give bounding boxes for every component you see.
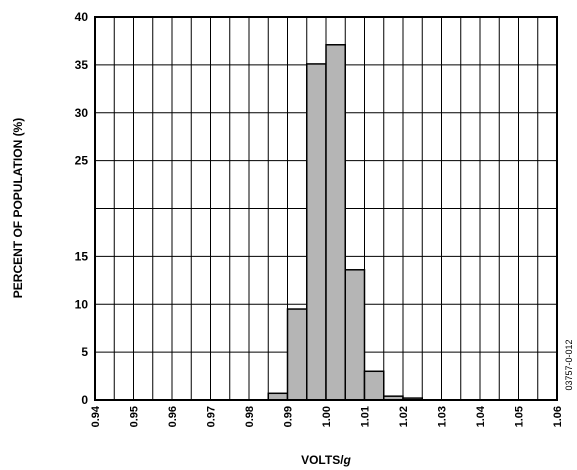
histogram-bar — [306, 63, 327, 401]
x-tick-label: 1.02 — [398, 406, 410, 427]
x-axis-title-main: VOLTS/ — [301, 453, 344, 467]
y-tick-label: 0 — [81, 393, 88, 407]
x-tick-label: 1.04 — [475, 405, 487, 427]
y-tick-labels: 0 5 10 15 25 30 35 40 — [75, 10, 89, 407]
histogram-bar — [363, 370, 385, 401]
y-tick-label: 30 — [75, 106, 89, 120]
x-tick-label: 0.97 — [206, 406, 218, 427]
y-axis-title: PERCENT OF POPULATION (%) — [11, 118, 25, 298]
x-axis-title: VOLTS/g — [301, 453, 351, 467]
y-tick-label: 5 — [81, 345, 88, 359]
x-tick-labels: 0.94 0.95 0.96 0.97 0.98 0.99 1.00 1.01 1.02 1.03… — [90, 405, 564, 427]
x-tick-label: 0.95 — [129, 406, 141, 427]
x-axis-title-italic: g — [343, 453, 352, 467]
x-tick-label: 1.01 — [360, 406, 372, 427]
x-tick-label: 0.96 — [167, 406, 179, 427]
plot-frame — [94, 16, 558, 401]
x-tick-label: 1.05 — [514, 406, 526, 427]
x-tick-label: 0.94 — [90, 405, 102, 427]
x-tick-label: 1.00 — [321, 406, 333, 427]
histogram-bar — [286, 308, 308, 401]
x-tick-label: 1.03 — [437, 406, 449, 427]
histogram-bar — [325, 44, 346, 401]
histogram-bar — [267, 392, 289, 401]
figure-code: 03757-0-012 — [564, 339, 574, 390]
bars — [267, 44, 423, 401]
y-tick-label: 10 — [75, 297, 89, 311]
y-tick-label: 15 — [75, 249, 89, 263]
x-tick-label: 0.98 — [244, 406, 256, 427]
y-tick-label: 40 — [75, 10, 89, 24]
histogram-bar — [344, 269, 366, 401]
x-tick-label: 1.06 — [552, 406, 564, 427]
y-tick-label: 35 — [75, 58, 89, 72]
x-tick-label: 0.99 — [283, 406, 295, 427]
y-tick-label: 25 — [75, 154, 89, 168]
